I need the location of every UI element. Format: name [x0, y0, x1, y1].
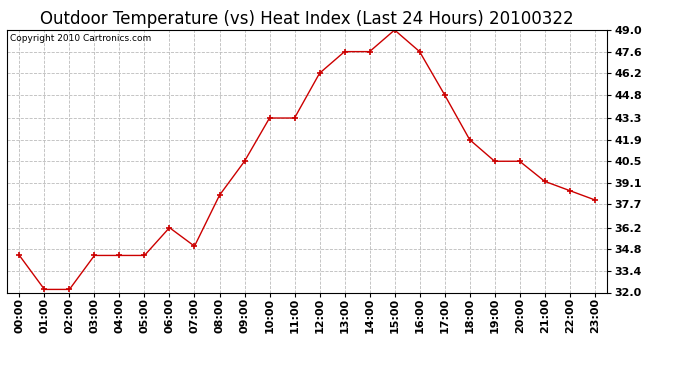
Text: Copyright 2010 Cartronics.com: Copyright 2010 Cartronics.com [10, 34, 151, 43]
Title: Outdoor Temperature (vs) Heat Index (Last 24 Hours) 20100322: Outdoor Temperature (vs) Heat Index (Las… [40, 10, 574, 28]
